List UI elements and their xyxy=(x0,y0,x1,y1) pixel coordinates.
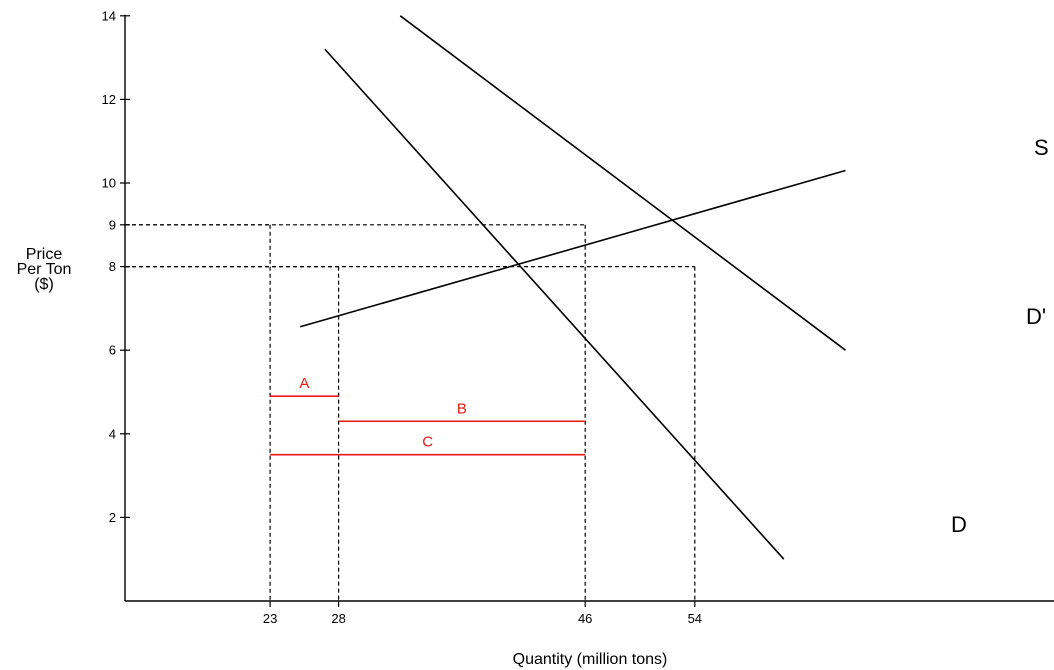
axes xyxy=(120,14,1054,607)
x-axis-title: Quantity (million tons) xyxy=(513,651,668,668)
x-tick-label-28: 28 xyxy=(331,611,345,626)
curve-d xyxy=(324,48,785,560)
y-tick-label-6: 6 xyxy=(109,343,116,358)
y-tick-label-10: 10 xyxy=(102,176,116,191)
segment-label-c: C xyxy=(422,434,433,451)
curve-label-s: S xyxy=(1034,135,1049,160)
curve-d-prime xyxy=(399,15,846,351)
curve-s xyxy=(300,169,846,328)
y-tick-label-12: 12 xyxy=(102,92,116,107)
x-tick-label-23: 23 xyxy=(263,611,277,626)
curves xyxy=(300,15,846,560)
y-tick-label-14: 14 xyxy=(102,8,116,23)
guide-lines xyxy=(125,224,696,601)
segment-label-b: B xyxy=(457,400,467,417)
y-tick-label-8: 8 xyxy=(109,259,116,274)
annotation-segments xyxy=(270,395,586,456)
x-tick-label-54: 54 xyxy=(688,611,702,626)
y-axis-title-line-1: Price xyxy=(26,246,63,263)
curve-label-d: D xyxy=(951,512,967,537)
y-tick-label-2: 2 xyxy=(109,510,116,525)
y-axis-title-line-2: Per Ton xyxy=(17,261,72,278)
y-axis-title-line-3: ($) xyxy=(34,276,54,293)
y-tick-label-9: 9 xyxy=(109,217,116,232)
y-tick-label-4: 4 xyxy=(109,426,116,441)
segment-label-a: A xyxy=(299,375,309,392)
x-tick-label-46: 46 xyxy=(578,611,592,626)
curve-label-d-prime: D' xyxy=(1026,304,1046,329)
